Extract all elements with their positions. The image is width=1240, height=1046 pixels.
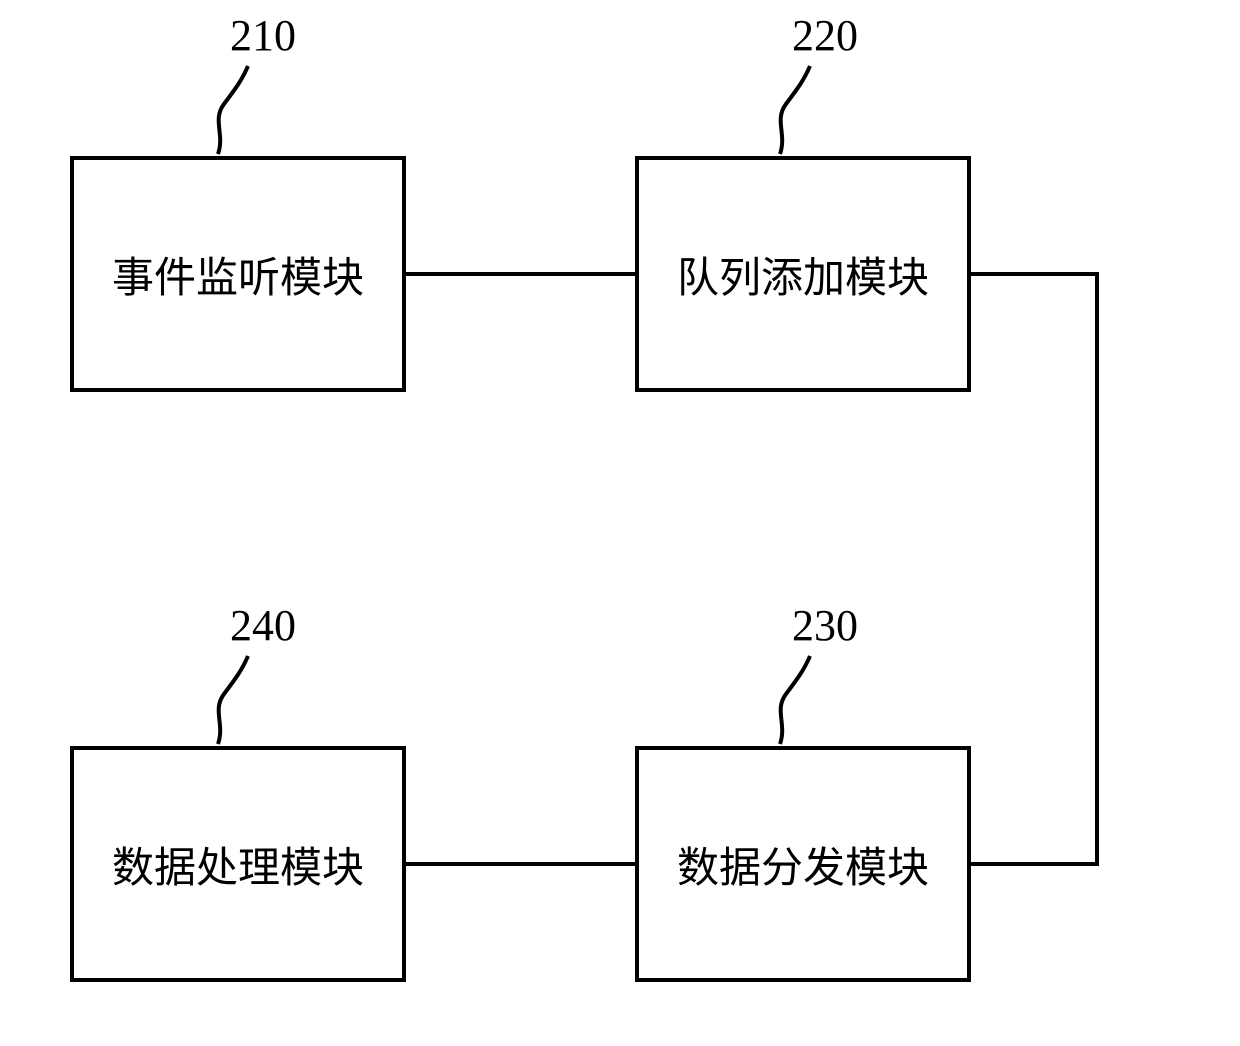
node-data-process: 数据处理模块 — [70, 746, 406, 982]
node-text: 数据处理模块 — [112, 834, 364, 895]
edge-n2-n3-seg1 — [971, 272, 1099, 276]
node-text: 事件监听模块 — [112, 244, 364, 305]
node-event-listener: 事件监听模块 — [70, 156, 406, 392]
edge-n1-n2 — [406, 272, 635, 276]
block-diagram: 事件监听模块 210 队列添加模块 220 数据分发模块 230 数据处理模块 … — [0, 0, 1240, 1046]
squiggle-connector-icon — [772, 652, 822, 748]
squiggle-connector-icon — [210, 62, 260, 158]
edge-n3-n4 — [406, 862, 635, 866]
node-label-230: 230 — [792, 600, 858, 651]
squiggle-connector-icon — [210, 652, 260, 748]
node-queue-add: 队列添加模块 — [635, 156, 971, 392]
node-text: 队列添加模块 — [677, 244, 929, 305]
edge-n2-n3-seg2 — [1095, 272, 1099, 866]
node-text: 数据分发模块 — [677, 834, 929, 895]
node-label-210: 210 — [230, 10, 296, 61]
node-label-240: 240 — [230, 600, 296, 651]
node-data-dispatch: 数据分发模块 — [635, 746, 971, 982]
node-label-220: 220 — [792, 10, 858, 61]
edge-n2-n3-seg3 — [971, 862, 1099, 866]
squiggle-connector-icon — [772, 62, 822, 158]
